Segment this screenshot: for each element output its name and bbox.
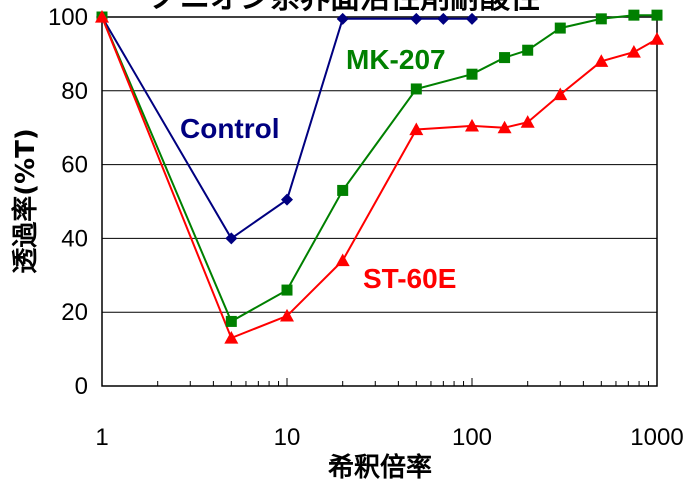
data-point-mk207 bbox=[651, 9, 663, 21]
plot-frame bbox=[101, 16, 658, 387]
y-tick-label: 20 bbox=[61, 299, 88, 326]
x-tick-label: 1000 bbox=[630, 424, 683, 451]
data-point-control bbox=[225, 232, 238, 245]
data-point-st60e bbox=[280, 308, 294, 322]
y-tick-labels: 0 20 40 60 80 100 bbox=[48, 4, 88, 400]
data-point-control bbox=[410, 12, 423, 25]
y-axis-title: 透過率(%T) bbox=[10, 128, 41, 274]
data-point-mk207 bbox=[628, 9, 640, 21]
x-tick-label: 100 bbox=[452, 424, 492, 451]
data-point-st60e bbox=[224, 331, 239, 344]
data-point-st60e bbox=[409, 122, 424, 136]
data-point-mk207 bbox=[225, 315, 237, 327]
data-point-mk207 bbox=[466, 68, 478, 80]
x-tick-label: 10 bbox=[274, 424, 301, 451]
series-line-st60e bbox=[101, 16, 658, 340]
chart-title: ノニオン系界面活性剤耐酸性 bbox=[150, 0, 540, 16]
y-tick-label: 60 bbox=[61, 152, 88, 179]
x-minor-ticks bbox=[101, 378, 658, 386]
series-markers bbox=[95, 9, 664, 344]
data-point-st60e bbox=[626, 45, 641, 58]
data-point-mk207 bbox=[554, 22, 566, 34]
data-point-st60e bbox=[95, 10, 109, 23]
y-tick-label: 0 bbox=[75, 373, 88, 400]
data-point-control bbox=[281, 193, 293, 206]
x-tick-label: 1 bbox=[95, 424, 108, 451]
data-point-st60e bbox=[553, 87, 568, 101]
data-point-st60e bbox=[650, 32, 664, 45]
series-label-mk207: MK-207 bbox=[346, 44, 446, 75]
data-point-mk207 bbox=[337, 184, 349, 196]
x-tick-labels: 1 10 100 1000 bbox=[95, 424, 683, 451]
data-point-st60e bbox=[594, 54, 609, 67]
data-point-st60e bbox=[520, 115, 535, 128]
data-point-control bbox=[466, 12, 478, 25]
x-axis-title: 希釈倍率 bbox=[328, 452, 432, 483]
data-point-control bbox=[437, 12, 450, 25]
data-point-control bbox=[336, 12, 349, 25]
series-label-st60e: ST-60E bbox=[363, 263, 456, 294]
y-tick-label: 40 bbox=[61, 225, 88, 252]
data-point-st60e bbox=[497, 120, 512, 134]
series-label-control: Control bbox=[180, 113, 280, 144]
y-tick-label: 80 bbox=[61, 78, 88, 105]
data-point-st60e bbox=[335, 253, 350, 267]
data-point-mk207 bbox=[499, 52, 511, 64]
data-point-mk207 bbox=[522, 44, 534, 56]
data-point-mk207 bbox=[410, 83, 422, 95]
data-point-mk207 bbox=[281, 284, 293, 296]
data-point-st60e bbox=[465, 118, 479, 132]
y-tick-label: 100 bbox=[48, 4, 88, 31]
data-point-mk207 bbox=[595, 13, 607, 25]
